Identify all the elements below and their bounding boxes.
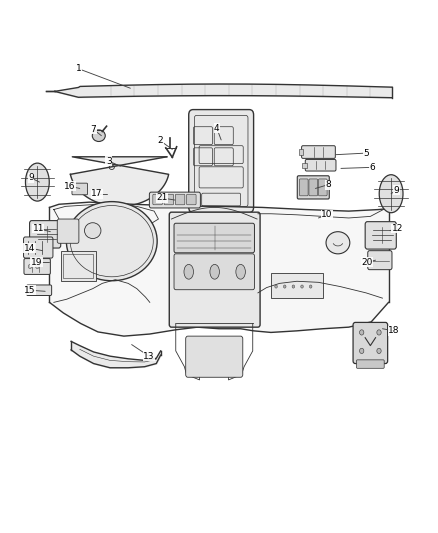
FancyBboxPatch shape bbox=[357, 360, 384, 368]
FancyBboxPatch shape bbox=[27, 285, 52, 295]
Text: 20: 20 bbox=[361, 258, 373, 267]
Ellipse shape bbox=[85, 223, 101, 239]
Text: 13: 13 bbox=[143, 352, 155, 361]
Text: 15: 15 bbox=[24, 286, 35, 295]
FancyBboxPatch shape bbox=[174, 223, 254, 253]
FancyBboxPatch shape bbox=[149, 192, 201, 208]
FancyBboxPatch shape bbox=[189, 110, 254, 213]
Text: 8: 8 bbox=[325, 180, 331, 189]
FancyBboxPatch shape bbox=[186, 336, 243, 377]
Ellipse shape bbox=[35, 264, 39, 269]
Ellipse shape bbox=[379, 175, 403, 213]
FancyBboxPatch shape bbox=[297, 176, 329, 199]
FancyBboxPatch shape bbox=[174, 254, 254, 290]
Text: 16: 16 bbox=[64, 182, 76, 191]
FancyBboxPatch shape bbox=[302, 146, 336, 158]
Text: 10: 10 bbox=[321, 211, 333, 219]
Text: 6: 6 bbox=[370, 163, 375, 172]
FancyBboxPatch shape bbox=[353, 322, 388, 364]
Ellipse shape bbox=[283, 285, 286, 288]
FancyBboxPatch shape bbox=[175, 194, 185, 205]
Text: 3: 3 bbox=[106, 157, 112, 166]
Ellipse shape bbox=[92, 130, 105, 141]
Text: 19: 19 bbox=[31, 258, 42, 267]
Ellipse shape bbox=[210, 264, 219, 279]
Ellipse shape bbox=[292, 285, 295, 288]
Bar bbox=[271, 273, 323, 298]
Text: 17: 17 bbox=[91, 189, 103, 198]
Ellipse shape bbox=[275, 285, 277, 288]
Ellipse shape bbox=[377, 348, 381, 353]
FancyBboxPatch shape bbox=[72, 183, 88, 195]
FancyBboxPatch shape bbox=[164, 194, 173, 205]
FancyBboxPatch shape bbox=[153, 194, 162, 205]
FancyBboxPatch shape bbox=[30, 221, 61, 248]
Ellipse shape bbox=[184, 264, 194, 279]
Bar bbox=[61, 251, 96, 281]
Text: 5: 5 bbox=[363, 149, 369, 158]
Text: 18: 18 bbox=[389, 326, 400, 335]
Text: 9: 9 bbox=[393, 185, 399, 195]
Text: 9: 9 bbox=[28, 173, 34, 182]
FancyBboxPatch shape bbox=[24, 237, 53, 258]
Ellipse shape bbox=[360, 330, 364, 335]
FancyBboxPatch shape bbox=[300, 179, 308, 196]
FancyBboxPatch shape bbox=[57, 219, 79, 243]
Ellipse shape bbox=[28, 264, 32, 269]
FancyBboxPatch shape bbox=[309, 179, 318, 196]
Bar bbox=[64, 254, 93, 278]
Ellipse shape bbox=[25, 163, 49, 201]
FancyBboxPatch shape bbox=[318, 179, 327, 196]
Bar bbox=[302, 163, 307, 168]
Ellipse shape bbox=[360, 348, 364, 353]
FancyBboxPatch shape bbox=[305, 159, 336, 171]
Text: 4: 4 bbox=[214, 124, 219, 133]
Text: 2: 2 bbox=[158, 136, 163, 146]
Text: 12: 12 bbox=[392, 224, 403, 233]
FancyBboxPatch shape bbox=[365, 222, 396, 249]
Polygon shape bbox=[71, 157, 169, 206]
Ellipse shape bbox=[377, 330, 381, 335]
Ellipse shape bbox=[301, 285, 304, 288]
FancyBboxPatch shape bbox=[24, 259, 50, 274]
FancyBboxPatch shape bbox=[187, 194, 196, 205]
Polygon shape bbox=[49, 202, 389, 336]
Text: 7: 7 bbox=[91, 125, 96, 134]
Text: 14: 14 bbox=[24, 244, 35, 253]
Text: 11: 11 bbox=[32, 224, 44, 233]
Ellipse shape bbox=[236, 264, 245, 279]
Text: 21: 21 bbox=[156, 193, 168, 203]
FancyBboxPatch shape bbox=[368, 251, 392, 270]
Ellipse shape bbox=[326, 232, 350, 254]
FancyBboxPatch shape bbox=[169, 212, 260, 327]
Ellipse shape bbox=[66, 201, 157, 281]
Bar bbox=[299, 149, 303, 155]
Text: 1: 1 bbox=[76, 64, 81, 73]
Ellipse shape bbox=[309, 285, 312, 288]
